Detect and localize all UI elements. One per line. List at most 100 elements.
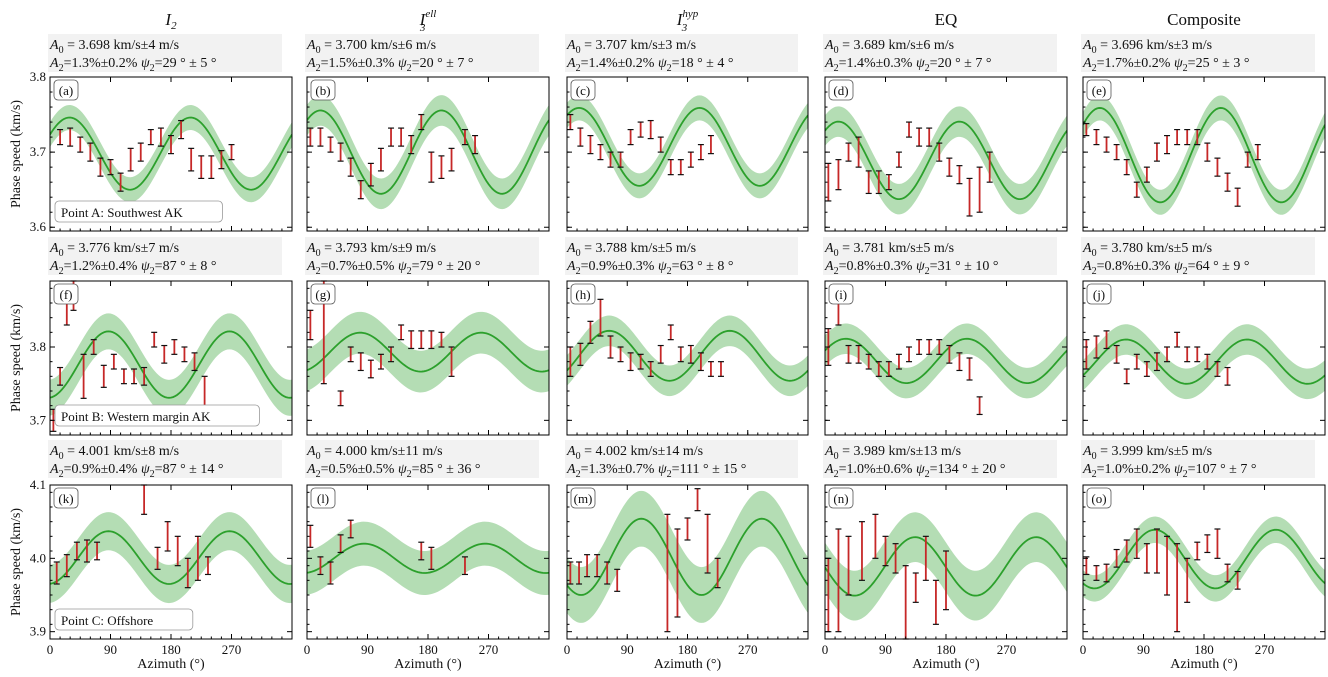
y-tick-label: 3.7 [30, 144, 47, 159]
fit-uncertainty-band [567, 315, 808, 397]
error-bar [872, 513, 879, 559]
error-bar [577, 127, 584, 147]
error-bar [418, 330, 425, 350]
error-bar [882, 535, 889, 567]
error-bar [1113, 144, 1120, 161]
error-bar [567, 561, 574, 585]
panel-label-box [828, 487, 854, 509]
x-tick-label: 90 [104, 642, 117, 657]
error-bar [637, 121, 644, 138]
annotation-a2-psi2: A2=0.8%±0.3% ψ2=31 ° ± 10 ° [824, 259, 998, 277]
error-bar [1143, 361, 1150, 377]
error-bar [946, 157, 953, 177]
annotation-a2-psi2: A2=0.7%±0.5% ψ2=79 ° ± 20 ° [306, 259, 480, 277]
fit-uncertainty-band [307, 311, 549, 393]
panel-j: A0 = 3.780 km/s±5 m/sA2=0.8%±0.3% ψ2=64 … [1081, 237, 1326, 436]
annotation-box [565, 34, 798, 72]
panel-label-box [53, 79, 79, 101]
error-bar [587, 134, 594, 155]
panel-label: (k) [58, 491, 73, 506]
panel-label: (d) [833, 83, 848, 98]
x-tick-label: 180 [936, 642, 956, 657]
error-bar [926, 127, 933, 147]
x-axis-label: Azimuth (°) [654, 657, 722, 672]
error-bar [604, 561, 611, 585]
error-bar [388, 127, 395, 147]
error-bar [845, 535, 852, 596]
panel-b: A0 = 3.700 km/s±6 m/sA2=1.5%±0.3% ψ2=20 … [305, 34, 550, 232]
error-bar [137, 142, 144, 162]
error-bar [707, 134, 714, 155]
error-bar [131, 368, 138, 385]
panel-label-box [570, 487, 596, 509]
panel-f: A0 = 3.776 km/s±7 m/sA2=1.2%±0.4% ψ2=87 … [30, 237, 293, 436]
panel-label-box [310, 79, 336, 101]
error-bar [916, 339, 923, 355]
error-bar [327, 561, 334, 585]
panel-n: A0 = 3.989 km/s±13 m/sA2=1.0%±0.6% ψ2=13… [822, 440, 1068, 657]
panel-h: A0 = 3.788 km/s±5 m/sA2=0.9%±0.3% ψ2=63 … [565, 237, 809, 436]
error-bar [677, 346, 684, 363]
error-bar [835, 528, 842, 633]
error-bar [97, 157, 104, 177]
y-tick-label: 4.1 [30, 477, 46, 492]
error-bar [906, 346, 913, 363]
error-bar [858, 521, 865, 581]
error-bar [127, 147, 134, 172]
error-bar [164, 521, 171, 552]
annotation-a0: A0 = 4.000 km/s±11 m/s [306, 444, 443, 462]
fit-curve [1083, 338, 1325, 385]
error-bar [141, 484, 148, 515]
error-bar [107, 159, 114, 176]
error-bar [885, 174, 892, 191]
error-bar [157, 127, 164, 147]
error-bar [204, 556, 211, 576]
error-bar [154, 546, 161, 570]
fit-curve [50, 116, 292, 191]
error-bar [932, 579, 939, 625]
panel-label: (j) [1093, 287, 1105, 302]
panel-d: A0 = 3.689 km/s±6 m/sA2=1.4%±0.3% ψ2=20 … [823, 34, 1068, 232]
annotation-a0: A0 = 3.788 km/s±5 m/s [566, 241, 696, 259]
error-bar [67, 127, 74, 147]
error-bar [347, 519, 354, 539]
error-bar [1184, 128, 1191, 146]
error-bar [428, 546, 435, 570]
error-bar [418, 113, 425, 131]
error-bar [584, 554, 591, 578]
error-bar [83, 539, 90, 563]
panel-m: A0 = 4.002 km/s±14 m/sA2=1.3%±0.7% ψ2=11… [564, 440, 809, 657]
error-bar [677, 159, 684, 176]
error-bar [946, 344, 953, 364]
annotation-box [1081, 34, 1315, 72]
error-bar [228, 144, 235, 161]
error-bar [1194, 346, 1201, 363]
annotation-a2-psi2: A2=0.9%±0.3% ψ2=63 ° ± 8 ° [566, 259, 733, 277]
panel-label: (o) [1091, 491, 1106, 506]
error-bar [1093, 335, 1100, 359]
error-bar [912, 572, 919, 603]
error-bar [57, 128, 64, 146]
annotation-a2-psi2: A2=0.8%±0.3% ψ2=64 ° ± 9 ° [1082, 259, 1249, 277]
error-bar [855, 136, 862, 168]
error-bar [1174, 331, 1181, 348]
point-label-box [54, 200, 223, 223]
annotation-a0: A0 = 3.700 km/s±6 m/s [306, 38, 436, 56]
error-bar [53, 561, 60, 585]
panel-label-box [828, 283, 854, 305]
x-tick-label: 270 [222, 642, 242, 657]
annotation-box [823, 440, 1057, 478]
fit-uncertainty-band [1083, 324, 1325, 400]
error-bar [1164, 134, 1171, 155]
error-bar [1214, 528, 1221, 559]
annotation-a0: A0 = 3.999 km/s±5 m/s [1082, 444, 1212, 462]
error-bar [1224, 366, 1231, 386]
error-bar [1143, 543, 1150, 574]
point-label-box [54, 608, 194, 631]
error-bar [966, 357, 973, 381]
annotation-a2-psi2: A2=1.3%±0.2% ψ2=29 ° ± 5 ° [49, 56, 216, 74]
annotation-box [305, 34, 539, 72]
error-bar [1083, 556, 1090, 576]
annotation-a2-psi2: A2=1.7%±0.2% ψ2=25 ° ± 3 ° [1082, 56, 1249, 74]
error-bar [1083, 122, 1090, 137]
